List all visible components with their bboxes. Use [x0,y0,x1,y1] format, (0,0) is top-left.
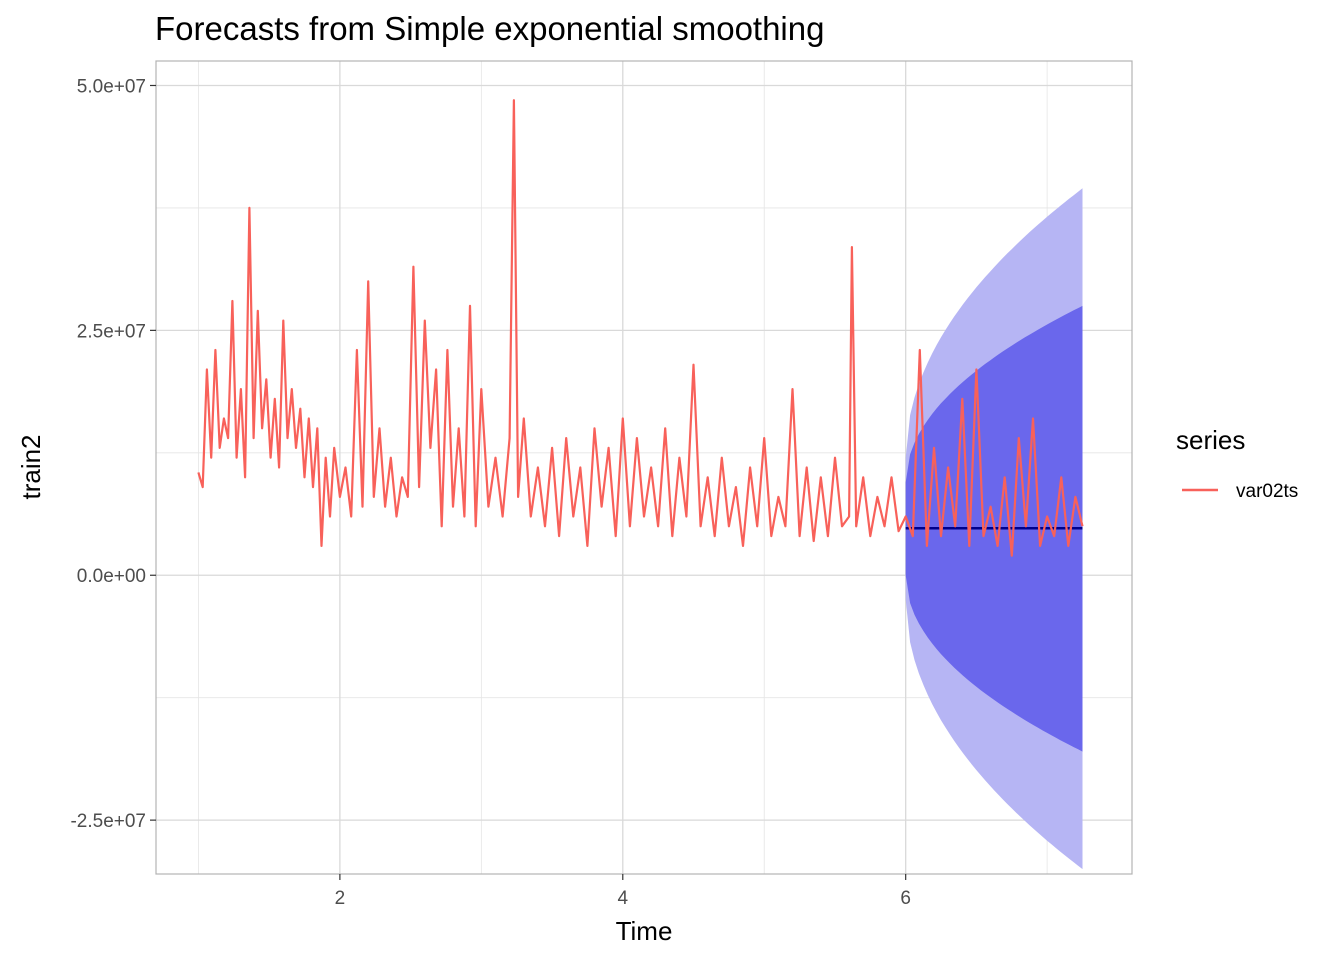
x-tick-label-2: 6 [900,888,911,909]
legend-label-var02ts: var02ts [1236,481,1298,502]
chart-title: Forecasts from Simple exponential smooth… [155,10,824,47]
y-tick-label-0: -2.5e+07 [70,811,146,832]
x-tick-label-1: 4 [617,888,628,909]
series-lines [197,99,1084,557]
panel-border [155,60,1133,875]
y-tick-label-2: 2.5e+07 [77,321,146,342]
y-tick-label-1: 0.0e+00 [77,566,146,587]
plot-panel [155,60,1133,875]
y-axis-title: train2 [16,434,46,499]
legend: series var02ts [1176,425,1298,502]
series-line-var02ts [197,99,1084,557]
x-tick-label-0: 2 [335,888,346,909]
x-axis-ticks: 2 4 6 [335,874,911,909]
y-tick-label-3: 5.0e+07 [77,76,146,97]
legend-title: series [1176,425,1245,455]
x-axis-title: Time [616,916,673,946]
y-axis-ticks: -2.5e+07 0.0e+00 2.5e+07 5.0e+07 [70,76,156,832]
